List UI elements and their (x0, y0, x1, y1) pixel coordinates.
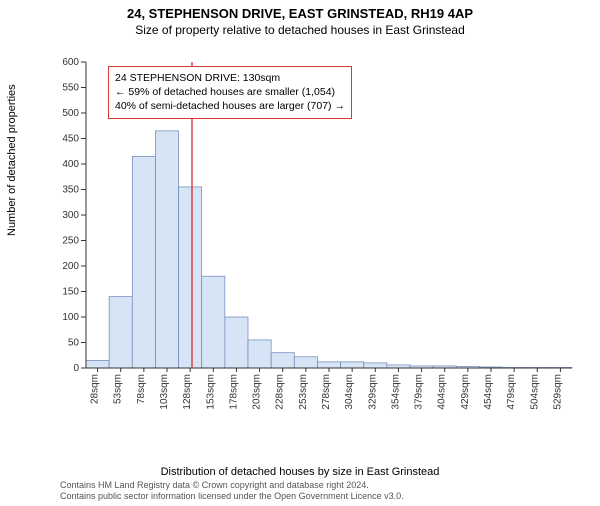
svg-text:128sqm: 128sqm (182, 374, 193, 410)
svg-text:28sqm: 28sqm (90, 374, 101, 404)
svg-text:78sqm: 78sqm (136, 374, 147, 404)
svg-text:153sqm: 153sqm (205, 374, 216, 410)
chart-title-primary: 24, STEPHENSON DRIVE, EAST GRINSTEAD, RH… (0, 6, 600, 21)
svg-text:504sqm: 504sqm (529, 374, 540, 410)
y-axis-label: Number of detached properties (6, 84, 18, 236)
svg-text:150: 150 (62, 287, 79, 298)
svg-text:404sqm: 404sqm (437, 374, 448, 410)
svg-text:228sqm: 228sqm (275, 374, 286, 410)
svg-text:379sqm: 379sqm (414, 374, 425, 410)
x-axis-label: Distribution of detached houses by size … (0, 466, 600, 478)
chart-area: 0 50 100 150 200 250 300 350 400 450 500 550 600 28sq… (52, 54, 580, 414)
svg-text:550: 550 (62, 83, 79, 94)
svg-text:250: 250 (62, 236, 79, 247)
annotation-line-1: 24 STEPHENSON DRIVE: 130sqm (115, 71, 345, 85)
svg-text:400: 400 (62, 159, 79, 170)
annotation-line-3: 40% of semi-detached houses are larger (… (115, 99, 345, 113)
annotation-line-2: ← 59% of detached houses are smaller (1,… (115, 85, 345, 99)
svg-text:450: 450 (62, 134, 79, 145)
svg-text:53sqm: 53sqm (113, 374, 124, 404)
footer-line-1: Contains HM Land Registry data © Crown c… (60, 480, 404, 491)
svg-text:200: 200 (62, 261, 79, 272)
svg-text:354sqm: 354sqm (390, 374, 401, 410)
svg-text:253sqm: 253sqm (298, 374, 309, 410)
svg-text:600: 600 (62, 57, 79, 68)
svg-text:479sqm: 479sqm (506, 374, 517, 410)
svg-text:278sqm: 278sqm (321, 374, 332, 410)
svg-text:100: 100 (62, 312, 79, 323)
chart-title-secondary: Size of property relative to detached ho… (0, 23, 600, 37)
svg-text:329sqm: 329sqm (367, 374, 378, 410)
svg-text:350: 350 (62, 185, 79, 196)
svg-text:178sqm: 178sqm (228, 374, 239, 410)
svg-text:529sqm: 529sqm (552, 374, 563, 410)
svg-text:300: 300 (62, 210, 79, 221)
svg-text:500: 500 (62, 108, 79, 119)
svg-text:304sqm: 304sqm (344, 374, 355, 410)
svg-text:203sqm: 203sqm (252, 374, 263, 410)
annotation-box: 24 STEPHENSON DRIVE: 130sqm ← 59% of det… (108, 66, 352, 119)
svg-text:429sqm: 429sqm (460, 374, 471, 410)
svg-text:50: 50 (68, 338, 80, 349)
svg-text:103sqm: 103sqm (159, 374, 170, 410)
footer-line-2: Contains public sector information licen… (60, 491, 404, 502)
footer-attribution: Contains HM Land Registry data © Crown c… (60, 480, 404, 503)
svg-text:0: 0 (73, 363, 79, 374)
svg-text:454sqm: 454sqm (483, 374, 494, 410)
